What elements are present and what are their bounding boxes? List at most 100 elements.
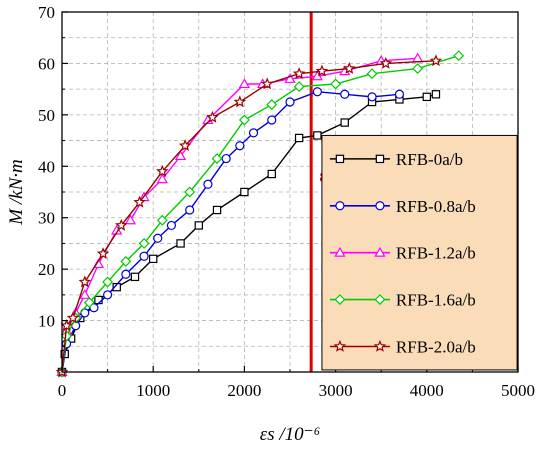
data-point (285, 97, 295, 107)
legend-marker (335, 201, 345, 211)
legend-marker (333, 339, 347, 352)
data-point (153, 233, 163, 243)
data-point (330, 78, 342, 90)
data-point (124, 214, 137, 225)
y-tick-label: 30 (38, 209, 55, 228)
y-tick-label: 60 (38, 54, 55, 73)
data-point (313, 131, 322, 140)
data-point (292, 67, 306, 80)
data-point (260, 77, 274, 90)
data-point (206, 110, 219, 123)
data-point (184, 186, 196, 198)
legend-marker (334, 294, 346, 306)
data-point (166, 220, 177, 231)
x-tick-label: 1000 (136, 381, 170, 400)
data-point (394, 89, 405, 99)
data-point (185, 205, 195, 215)
legend-marker (373, 339, 387, 352)
data-point (133, 195, 146, 208)
data-point (120, 255, 132, 267)
legend-entry: RFB-1.6a/b (329, 291, 476, 310)
x-tick-label: 4000 (410, 381, 444, 400)
x-tick-label: 5000 (501, 381, 535, 400)
data-point (66, 311, 80, 324)
data-point (367, 92, 377, 102)
data-point (139, 251, 149, 261)
data-point (60, 319, 73, 332)
data-point (294, 133, 304, 143)
data-point (340, 118, 349, 127)
x-axis-label: εs /10⁻⁶ (260, 424, 321, 445)
legend-label: RFB-0.8a/b (396, 197, 476, 216)
legend: RFB-0a/b RFB-0.8a/b RFB-1.2a/b RFB-1.6a/b RF… (321, 134, 518, 371)
data-point (130, 272, 140, 282)
legend-label: RFB-1.2a/b (396, 244, 476, 263)
data-point (61, 330, 73, 342)
data-point (138, 237, 150, 249)
data-point (366, 68, 378, 80)
data-point (212, 205, 222, 215)
data-point (429, 54, 443, 67)
series-4 (55, 54, 443, 378)
data-point (315, 64, 329, 77)
data-point (311, 70, 323, 81)
legend-label: RFB-0a/b (396, 150, 463, 169)
legend-marker (335, 154, 345, 164)
data-point (379, 56, 393, 69)
data-point (149, 254, 158, 264)
data-point (284, 73, 296, 83)
legend-entry: RFB-1.2a/b (329, 244, 476, 263)
data-point (293, 81, 305, 93)
data-point (267, 169, 276, 179)
data-point (79, 289, 91, 299)
data-point (89, 303, 99, 313)
data-point (83, 297, 95, 309)
legend-marker (375, 201, 385, 211)
data-point (78, 275, 92, 288)
data-point (412, 52, 424, 63)
data-point (235, 141, 245, 151)
data-point (176, 239, 185, 248)
data-point (178, 139, 192, 152)
data-point (266, 99, 278, 111)
legend-label: RFB-1.6a/b (396, 291, 476, 310)
y-tick-label: 20 (38, 260, 55, 279)
y-tick-label: 50 (38, 106, 55, 125)
legend-marker (334, 246, 346, 257)
x-tick-label: 3000 (319, 381, 353, 400)
legend-marker (374, 294, 386, 306)
data-point (238, 78, 251, 89)
y-tick-label: 10 (38, 312, 55, 331)
data-point (174, 150, 187, 161)
data-point (221, 153, 231, 164)
legend-label: RFB-2.0a/b (396, 337, 476, 356)
data-point (453, 50, 465, 62)
x-tick-label: 0 (58, 381, 67, 400)
data-point (203, 179, 213, 189)
data-point (121, 269, 131, 279)
data-point (102, 276, 114, 288)
data-point (233, 95, 247, 108)
data-point (312, 87, 322, 97)
data-point (96, 247, 110, 260)
data-point (267, 115, 277, 125)
data-point (102, 290, 113, 300)
y-tick-label: 40 (38, 157, 55, 176)
data-point (343, 62, 356, 74)
legend-marker (374, 246, 386, 257)
data-point (431, 90, 441, 99)
data-point (240, 187, 249, 197)
legend-marker (375, 154, 385, 164)
data-point (340, 89, 350, 99)
legend-entry: RFB-0a/b (329, 150, 463, 169)
y-axis-label: M /kN·m (6, 159, 27, 225)
data-point (156, 173, 168, 184)
data-point (422, 92, 432, 102)
axis-ticks: 0 1000 2000 3000 4000 5000 10 20 30 40 50 60 70 (38, 3, 535, 400)
data-point (248, 128, 259, 138)
y-tick-label: 70 (38, 3, 55, 22)
data-point (156, 164, 169, 177)
data-point (238, 114, 250, 126)
data-point (194, 221, 203, 230)
